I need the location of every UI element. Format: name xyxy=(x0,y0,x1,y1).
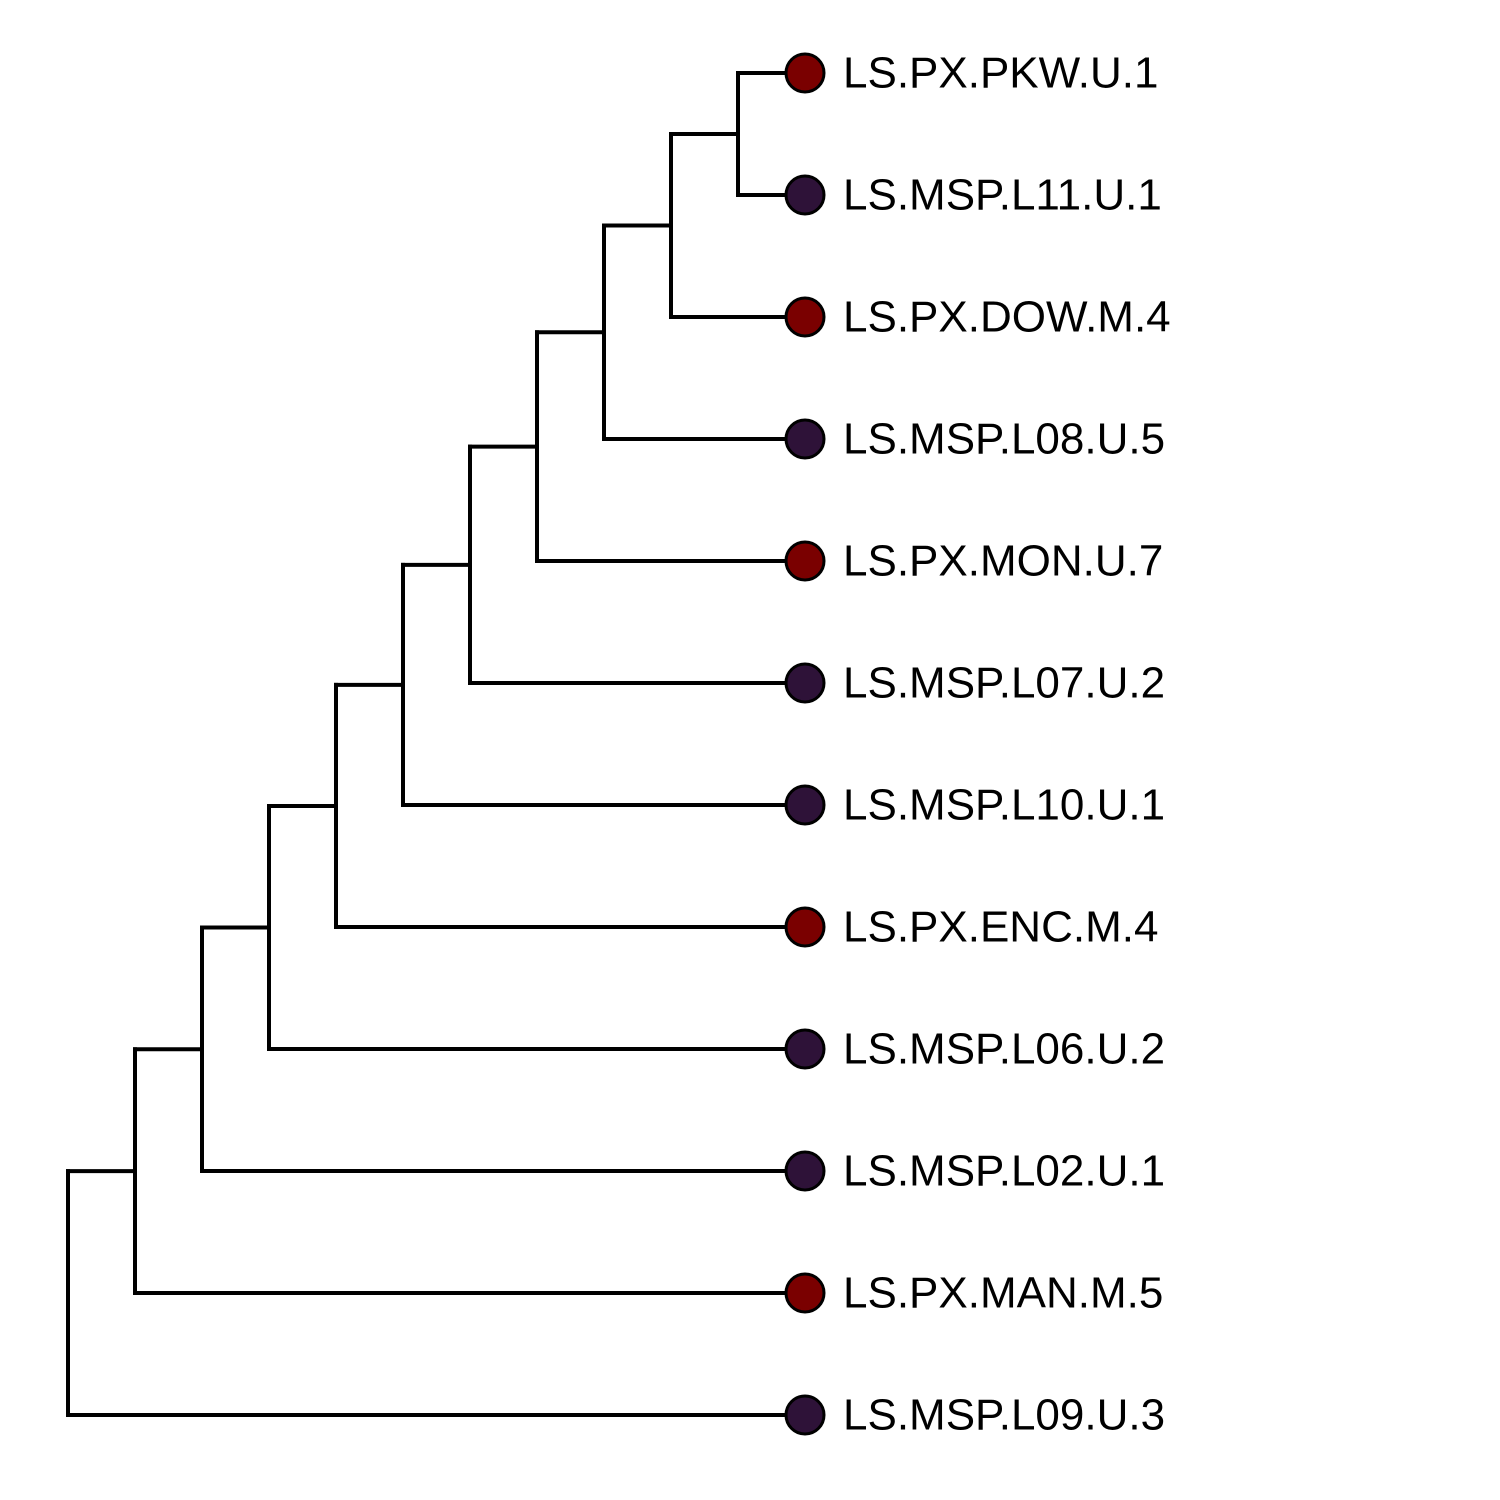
tip-label: LS.MSP.L02.U.1 xyxy=(843,1147,1165,1196)
tip-label: LS.MSP.L07.U.2 xyxy=(843,659,1165,708)
tree-tips: LS.PX.PKW.U.1 LS.MSP.L11.U.1 LS.PX.DOW.M.4… xyxy=(784,49,1171,1440)
tip-marker xyxy=(784,1394,826,1436)
tip-label: LS.MSP.L09.U.3 xyxy=(843,1391,1165,1440)
tip-marker xyxy=(784,296,826,338)
tip-marker xyxy=(784,906,826,948)
tip-marker xyxy=(784,784,826,826)
tip-marker xyxy=(784,1028,826,1070)
tip-marker xyxy=(784,1150,826,1192)
tip-label: LS.PX.ENC.M.4 xyxy=(843,903,1158,952)
tip-label: LS.MSP.L11.U.1 xyxy=(843,171,1162,220)
tip-marker xyxy=(784,52,826,94)
tip-label: LS.PX.PKW.U.1 xyxy=(843,49,1158,98)
tip-marker xyxy=(784,540,826,582)
tip-marker xyxy=(784,1272,826,1314)
tip-label: LS.MSP.L10.U.1 xyxy=(843,781,1165,830)
tip-label: LS.MSP.L06.U.2 xyxy=(843,1025,1165,1074)
tip-label: LS.PX.DOW.M.4 xyxy=(843,293,1171,342)
tip-label: LS.PX.MAN.M.5 xyxy=(843,1269,1163,1318)
tip-label: LS.PX.MON.U.7 xyxy=(843,537,1163,586)
tip-marker xyxy=(784,662,826,704)
tip-marker xyxy=(784,418,826,460)
tip-marker xyxy=(784,174,826,216)
tree-branches xyxy=(66,71,807,1417)
tip-label: LS.MSP.L08.U.5 xyxy=(843,415,1165,464)
